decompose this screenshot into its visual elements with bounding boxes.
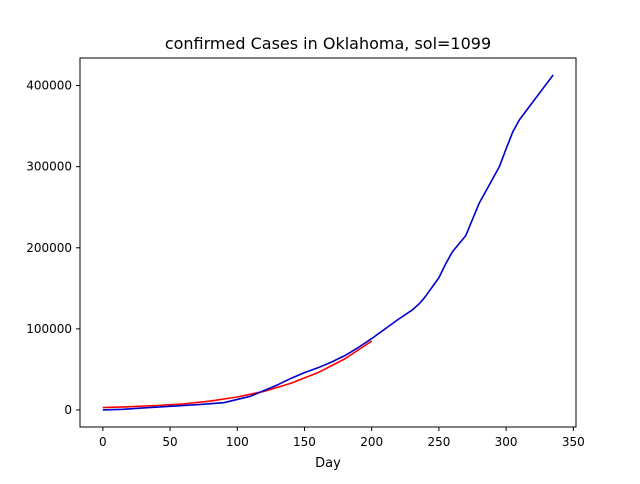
- chart-title: confirmed Cases in Oklahoma, sol=1099: [165, 34, 491, 53]
- x-tick-label: 300: [495, 435, 518, 449]
- axes-frame: [79, 57, 577, 428]
- y-tick-label: 100000: [26, 322, 72, 336]
- y-tick-label: 300000: [26, 160, 72, 174]
- series-line-0: [102, 340, 373, 409]
- x-tick-label: 200: [360, 435, 383, 449]
- x-tick-label: 0: [99, 435, 107, 449]
- y-tick-label: 0: [64, 403, 72, 417]
- x-tick-label: 150: [293, 435, 316, 449]
- y-tick-label: 400000: [26, 79, 72, 93]
- y-tick-label: 200000: [26, 241, 72, 255]
- x-axis-label: Day: [315, 456, 341, 471]
- plot-area: 0 50 100 150 200 250 300 350 0 100000 200000 300000…: [26, 57, 585, 449]
- series-line-1: [102, 74, 554, 411]
- x-tick-label: 50: [162, 435, 177, 449]
- x-tick-label: 100: [226, 435, 249, 449]
- x-tick-label: 350: [562, 435, 585, 449]
- x-tick-label: 250: [427, 435, 450, 449]
